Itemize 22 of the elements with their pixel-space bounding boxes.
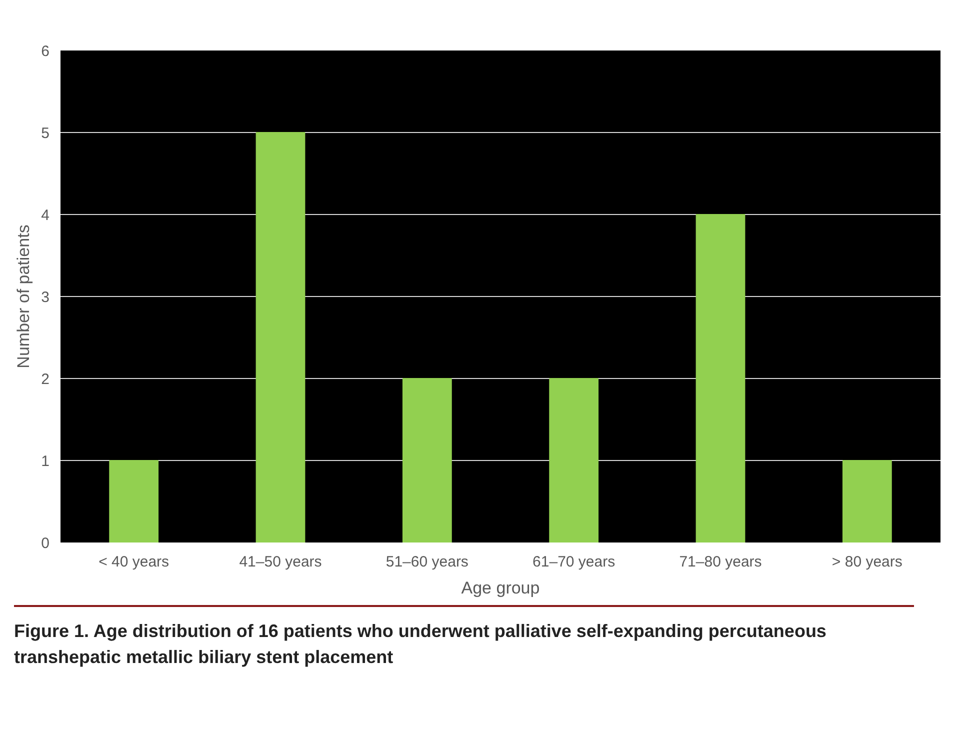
bar	[402, 378, 452, 542]
y-axis-title: Number of patients	[14, 224, 34, 368]
x-tick-label: < 40 years	[98, 554, 170, 570]
bar	[256, 132, 306, 542]
bar	[109, 460, 159, 542]
y-tick-label: 2	[41, 371, 50, 388]
x-axis-title: Age group	[461, 578, 540, 598]
x-tick-label: 41–50 years	[239, 554, 322, 570]
y-tick-label: 3	[41, 289, 50, 306]
x-tick-label: > 80 years	[832, 554, 902, 570]
y-tick-label: 6	[41, 43, 50, 60]
x-tick-label: 61–70 years	[532, 554, 616, 570]
bar	[696, 214, 746, 542]
caption: Figure 1. Age distribution of 16 patients who underwent palliative self-expanding percutaneous transhepatic metallic biliary stent placement	[14, 620, 828, 669]
y-tick-label: 0	[41, 535, 50, 552]
bar	[842, 460, 892, 542]
x-tick-label: 71–80 years	[679, 554, 762, 570]
y-tick-label: 5	[41, 125, 50, 142]
y-tick-label: 4	[41, 207, 50, 224]
x-tick-label: 51–60 years	[386, 554, 468, 570]
y-tick-label: 1	[41, 453, 50, 470]
bar	[549, 378, 599, 542]
